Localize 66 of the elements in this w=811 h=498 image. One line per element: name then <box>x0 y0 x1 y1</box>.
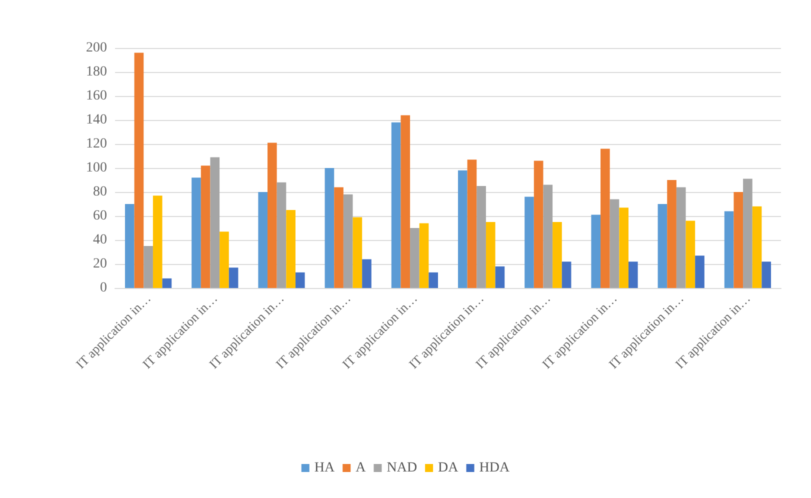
bar <box>124 204 134 288</box>
bar <box>228 268 238 288</box>
bar <box>268 142 277 288</box>
bar <box>458 170 468 288</box>
bar <box>295 272 305 288</box>
bar <box>724 211 734 288</box>
legend-label: HA <box>314 460 336 476</box>
bar <box>752 206 762 288</box>
y-tick-label: 180 <box>86 64 107 80</box>
y-tick-label: 140 <box>86 112 107 128</box>
bar <box>534 160 544 288</box>
bar <box>410 228 420 288</box>
bar <box>152 196 162 288</box>
bar <box>600 148 610 288</box>
bar <box>495 266 505 288</box>
bar <box>628 262 638 288</box>
bar <box>192 178 201 288</box>
bar <box>200 166 210 288</box>
y-tick-label: 80 <box>93 184 107 200</box>
bar <box>220 232 229 288</box>
y-tick-label: 40 <box>93 232 107 248</box>
bar <box>362 259 372 288</box>
legend-label: A <box>356 460 367 476</box>
bar <box>352 217 362 288</box>
bar <box>743 178 752 288</box>
y-tick-label: 200 <box>86 40 107 56</box>
bar <box>144 246 153 288</box>
bar <box>476 186 486 288</box>
y-tick-label: 0 <box>100 280 107 296</box>
bar <box>619 208 628 288</box>
bar <box>134 52 144 288</box>
legend-label: HDA <box>479 460 510 476</box>
legend-label: NAD <box>386 460 418 476</box>
bar <box>162 278 172 288</box>
bar <box>676 187 686 288</box>
bar <box>658 204 668 288</box>
legend-label: DA <box>438 460 460 476</box>
y-tick-label: 100 <box>86 160 107 176</box>
bar <box>695 256 704 288</box>
bar <box>419 223 429 288</box>
bar <box>667 180 676 288</box>
bar <box>276 182 286 288</box>
y-tick-label: 120 <box>86 136 107 152</box>
bar <box>524 196 534 288</box>
bar <box>324 168 334 288</box>
bar <box>467 160 477 288</box>
bar <box>610 199 620 288</box>
y-tick-label: 20 <box>93 256 107 272</box>
bar <box>210 157 220 288</box>
bar <box>286 210 296 288</box>
y-tick-label: 60 <box>93 208 107 224</box>
bar <box>762 262 772 288</box>
bar <box>258 192 268 288</box>
bar <box>391 122 401 288</box>
bar <box>334 187 344 288</box>
bar <box>343 194 353 288</box>
bar <box>486 222 496 288</box>
bar <box>591 214 601 288</box>
bar <box>686 220 696 288</box>
bar <box>562 262 572 288</box>
bar <box>543 184 553 288</box>
bar <box>734 192 744 288</box>
bar <box>428 272 438 288</box>
y-tick-label: 160 <box>86 88 107 104</box>
bar <box>400 115 410 288</box>
bar <box>552 222 562 288</box>
